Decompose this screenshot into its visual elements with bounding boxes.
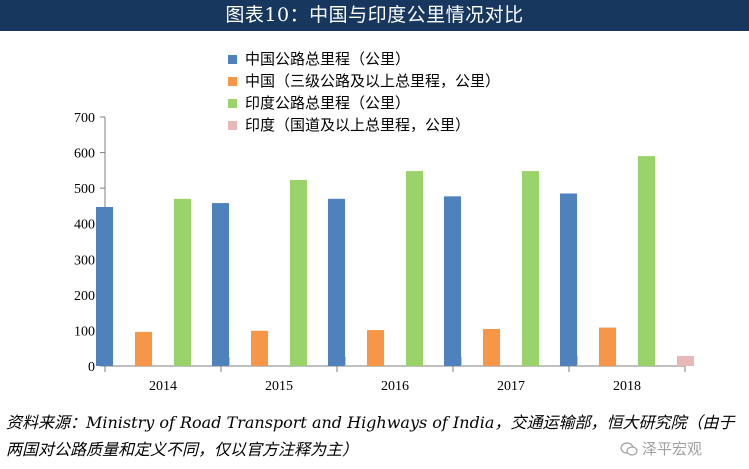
y-tick-label: 700 [74, 111, 95, 126]
legend-item: 印度公路总里程（公里） [228, 92, 500, 114]
legend-item: 中国（三级公路及以上总里程，公里） [228, 70, 500, 92]
legend-label: 中国（三级公路及以上总里程，公里） [245, 72, 501, 90]
x-tick-label: 2014 [149, 379, 177, 394]
watermark: 泽平宏观 [620, 438, 702, 459]
legend-item: 印度（国道及以上总里程，公里） [228, 114, 500, 136]
chart-legend: 中国公路总里程（公里） 中国（三级公路及以上总里程，公里） 印度公路总里程（公里） 印… [228, 48, 500, 136]
legend-swatch [228, 55, 237, 64]
bar-2018-series-2 [599, 327, 616, 366]
bar-2016-series-2 [367, 330, 384, 366]
bar-2016-series-1 [328, 198, 345, 366]
page-title: 图表10：中国与印度公里情况对比 [0, 0, 749, 31]
legend-item: 中国公路总里程（公里） [228, 48, 500, 70]
y-tick-label: 400 [74, 218, 95, 233]
x-tick-label: 2015 [265, 379, 293, 394]
y-tick-label: 300 [74, 253, 95, 268]
bar-2017-series-3 [522, 171, 539, 366]
bar-2018-series-3 [638, 156, 655, 366]
legend-label: 中国公路总里程（公里） [245, 50, 411, 68]
legend-swatch [228, 99, 237, 108]
x-tick-label: 2017 [497, 379, 525, 394]
bar-2014-series-2 [135, 331, 152, 366]
bar-2016-series-3 [406, 171, 423, 366]
y-tick-label: 100 [74, 324, 95, 339]
x-tick-label: 2016 [381, 379, 409, 394]
bar-2014-series-3 [174, 198, 191, 366]
bar-2018-series-4 [677, 356, 694, 366]
legend-swatch [228, 77, 237, 86]
y-tick-label: 500 [74, 182, 95, 197]
y-tick-label: 200 [74, 289, 95, 304]
bar-2017-series-1 [444, 196, 461, 366]
watermark-text: 泽平宏观 [642, 440, 703, 458]
legend-label: 印度公路总里程（公里） [245, 94, 411, 112]
legend-label: 印度（国道及以上总里程，公里） [245, 116, 471, 134]
bar-2017-series-2 [483, 329, 500, 366]
y-tick-label: 0 [88, 360, 95, 375]
bar-2015-series-1 [212, 203, 229, 366]
y-tick-label: 600 [74, 147, 95, 162]
x-tick-label: 2018 [613, 379, 641, 394]
bar-2018-series-1 [560, 193, 577, 366]
source-note: 资料来源：Ministry of Road Transport and High… [6, 413, 735, 459]
bar-2015-series-2 [251, 330, 268, 366]
bar-2014-series-1 [96, 206, 113, 366]
legend-swatch [228, 121, 237, 130]
chart-area: 0 100 200 300 400 500 600 700 2014 2015 2016 2017 20… [0, 31, 749, 401]
bar-2015-series-3 [290, 179, 307, 366]
bar-chart: 0 100 200 300 400 500 600 700 2014 2015 2016 2017 20… [74, 111, 694, 394]
wechat-icon [620, 442, 638, 456]
